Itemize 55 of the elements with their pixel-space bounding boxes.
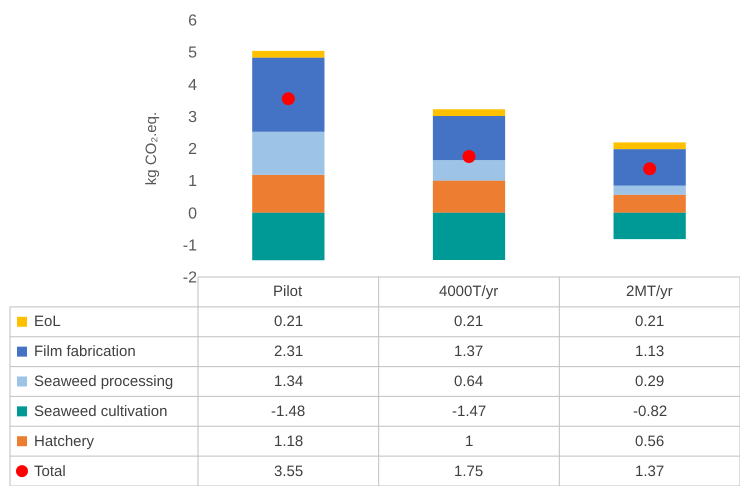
data-label: 0.64: [454, 373, 484, 390]
bar: [614, 149, 686, 186]
bar: [432, 116, 506, 160]
data-label: 0.56: [635, 433, 664, 450]
y-tick-label: -2: [182, 270, 198, 287]
data-label: -1.47: [452, 403, 486, 420]
data-label: 1: [465, 433, 474, 450]
data-label: 1.18: [274, 433, 304, 450]
x-tick-label: 2MT/yr: [626, 283, 673, 300]
y-tick-label: 3: [188, 108, 198, 126]
bar: [432, 212, 506, 260]
data-label: 1.75: [454, 463, 484, 480]
legend-label: EoL: [34, 313, 61, 330]
bar: [614, 142, 686, 150]
x-tick-label: Pilot: [273, 283, 304, 300]
data-label: -1.48: [271, 403, 306, 420]
data-label: 0.29: [635, 373, 664, 390]
y-tick-label: 4: [188, 76, 198, 94]
point: [462, 150, 476, 164]
legend-label: Film fabrication: [34, 343, 136, 360]
legend-label: Seaweed processing: [34, 373, 174, 390]
bar: [252, 212, 324, 260]
data-label: 1.13: [635, 343, 664, 360]
bar: [614, 212, 686, 240]
data-label: 2.31: [274, 343, 304, 360]
legend-label: Total: [34, 463, 66, 480]
point: [282, 92, 295, 106]
data-label: 0.21: [274, 313, 304, 330]
x-tick-label: 4000T/yr: [439, 283, 498, 300]
y-tick-label: 5: [188, 44, 198, 62]
bar: [252, 174, 324, 213]
bar: [432, 109, 506, 116]
y-tick-label: 1: [188, 173, 198, 190]
bar: [252, 58, 324, 132]
data-label: 1.37: [454, 343, 484, 360]
point: [643, 162, 656, 176]
data-label: 1.34: [274, 373, 304, 390]
y-tick-label: -1: [182, 237, 198, 254]
bar: [252, 132, 324, 175]
data-label: 3.55: [274, 463, 304, 480]
legend-label: Hatchery: [34, 433, 95, 450]
data-label: -0.82: [633, 403, 668, 420]
bar: [614, 194, 686, 213]
bar: [614, 185, 686, 195]
y-axis-title: kg CO₂.eq.: [143, 112, 160, 186]
y-tick-label: 6: [188, 12, 198, 30]
bar: [252, 50, 324, 58]
y-tick-label: 2: [188, 141, 198, 158]
data-label: 0.21: [635, 313, 664, 330]
data-label: 0.21: [454, 313, 484, 330]
data-label: 1.37: [635, 463, 664, 480]
y-tick-label: 0: [188, 205, 198, 222]
bar: [432, 160, 506, 181]
bar: [432, 180, 506, 213]
legend-label: Seaweed cultivation: [34, 403, 168, 420]
